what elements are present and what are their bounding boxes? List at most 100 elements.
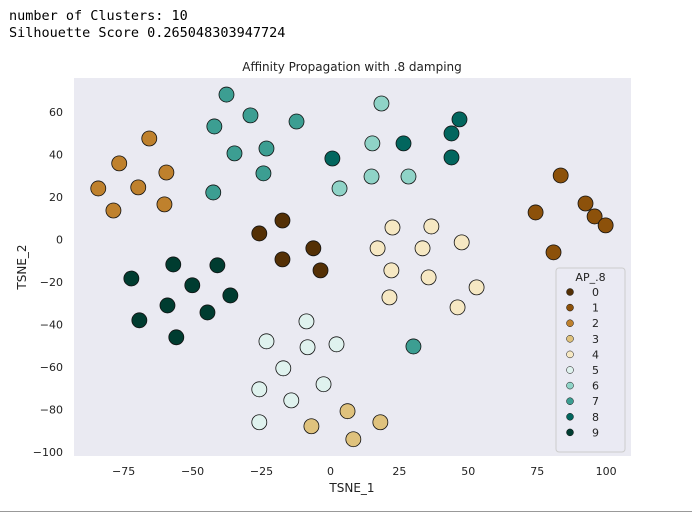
x-tick-label: −25	[250, 465, 273, 478]
point	[255, 165, 272, 182]
point	[363, 168, 380, 185]
legend-label: 6	[592, 380, 599, 393]
point	[453, 234, 470, 251]
point	[345, 431, 362, 448]
output-line: Silhouette Score 0.265048303947724	[9, 25, 285, 41]
y-tick-label: −60	[40, 361, 63, 374]
point	[303, 418, 320, 435]
point	[251, 381, 268, 398]
point	[305, 240, 322, 257]
point	[283, 392, 300, 409]
point	[420, 269, 437, 286]
point	[242, 107, 259, 124]
point	[331, 180, 348, 197]
legend-marker	[566, 319, 574, 327]
legend-label: 9	[592, 426, 599, 439]
output-line: number of Clusters: 10	[9, 8, 188, 24]
point	[158, 164, 175, 181]
legend-marker	[566, 428, 574, 437]
y-axis-label: TSNE_2	[15, 244, 29, 290]
legend-label: 4	[592, 348, 599, 361]
point	[222, 287, 239, 304]
legend-label: 2	[592, 317, 599, 330]
point	[395, 135, 412, 152]
x-tick-label: 25	[392, 465, 406, 478]
chart-title: Affinity Propagation with .8 damping	[242, 60, 462, 74]
legend-marker	[566, 397, 574, 405]
legend-label: 5	[592, 364, 599, 377]
point	[251, 414, 268, 431]
point	[258, 333, 275, 350]
x-tick-label: −75	[112, 465, 135, 478]
legend-title: AP_.8	[575, 271, 605, 284]
point	[251, 225, 268, 242]
y-tick-label: −40	[40, 318, 63, 331]
point	[111, 155, 128, 172]
y-tick-label: 20	[49, 191, 63, 204]
x-tick-label: 75	[530, 465, 544, 478]
legend-marker	[566, 288, 574, 296]
plot-area	[74, 78, 631, 456]
x-tick-label: −50	[181, 465, 204, 478]
x-tick-label: 100	[596, 465, 617, 478]
point	[451, 111, 468, 128]
legend-label: 7	[592, 395, 599, 408]
point	[184, 277, 201, 294]
point	[383, 262, 400, 279]
point	[298, 313, 315, 330]
point	[443, 149, 460, 166]
point	[545, 244, 562, 261]
legend-label: 0	[592, 286, 599, 299]
legend-marker	[566, 381, 574, 390]
legend-label: 1	[592, 302, 599, 315]
point	[597, 217, 614, 234]
point	[468, 279, 485, 296]
point	[258, 140, 275, 157]
point	[312, 262, 329, 279]
point	[369, 240, 386, 257]
point	[130, 179, 147, 196]
point	[274, 251, 291, 268]
point	[218, 86, 235, 103]
point	[288, 113, 305, 130]
point	[423, 218, 440, 235]
point	[373, 95, 390, 112]
legend-marker	[566, 335, 574, 343]
legend-label: 8	[592, 411, 599, 424]
point	[123, 270, 140, 287]
point	[165, 256, 182, 273]
point	[90, 180, 107, 197]
point	[274, 212, 291, 229]
y-tick-label: 40	[49, 148, 63, 161]
point	[552, 167, 569, 184]
point	[209, 257, 226, 274]
point	[315, 376, 332, 393]
y-tick-label: −20	[40, 276, 63, 289]
point	[405, 338, 422, 355]
legend-marker	[566, 350, 574, 359]
x-tick-label: 50	[461, 465, 475, 478]
y-tick-label: 60	[49, 106, 63, 119]
point	[141, 130, 158, 147]
point	[372, 414, 389, 431]
point	[381, 289, 398, 306]
legend-box	[555, 267, 626, 453]
point	[206, 118, 223, 135]
point	[577, 195, 594, 212]
point	[275, 360, 292, 377]
point	[384, 219, 401, 236]
point	[324, 150, 341, 167]
point	[131, 312, 148, 329]
y-tick-label: −100	[33, 446, 63, 459]
point	[226, 145, 243, 162]
point	[299, 339, 316, 356]
y-tick-label: 0	[56, 233, 63, 246]
legend-marker	[566, 366, 574, 374]
x-tick-label: 0	[327, 465, 334, 478]
point	[168, 329, 185, 346]
point	[199, 304, 216, 321]
point	[156, 196, 173, 213]
point	[527, 204, 544, 221]
